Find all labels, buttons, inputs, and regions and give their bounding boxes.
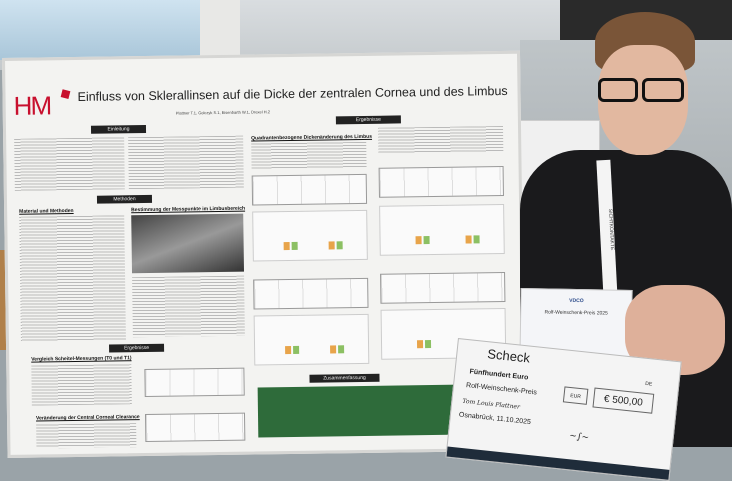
cheque-amount-words: Fünfhundert Euro <box>469 368 529 382</box>
cheque-title: Scheck <box>486 346 531 366</box>
text-block <box>251 141 367 170</box>
hm-logo: HM <box>13 90 51 121</box>
heading-clearance: Veränderung der Central Corneal Clearanc… <box>35 414 140 422</box>
results-table <box>144 367 245 398</box>
heading-methoden: Methoden <box>96 194 153 204</box>
summary-box <box>257 384 459 438</box>
cheque-currency: EUR <box>562 386 589 405</box>
glasses-icon <box>598 78 638 102</box>
text-block <box>19 215 126 342</box>
vdco-logo: VDCO <box>569 297 584 305</box>
boxplot <box>252 209 368 262</box>
heading-vergleich: Vergleich Scheitel-Messungen (T0 und T1) <box>31 355 132 363</box>
prize-cheque: Scheck DE Fünfhundert Euro Rolf-Weinsche… <box>445 338 682 481</box>
certificate-prize: Rolf-Weinschenk-Preis 2025 <box>544 309 608 317</box>
text-block <box>132 275 245 338</box>
cheque-country: DE <box>644 380 653 388</box>
cheque-footer-bar <box>446 446 670 480</box>
heading-zusammenfassung: Zusammenfassung <box>309 373 380 383</box>
hm-logo-square <box>60 89 71 99</box>
results-table <box>251 173 368 206</box>
cheque-purpose: Rolf-Weinschenk-Preis <box>465 382 538 397</box>
heading-ergebnisse: Ergebnisse <box>109 343 165 353</box>
cheque-signature: ~∫~ <box>568 431 590 444</box>
poster-authors: Plattner T.1, Golczyk S.1, Eisenbarth W.… <box>175 109 270 116</box>
oct-image <box>131 213 245 274</box>
heading-quadranten: Quadrantenbezogene Dickenänderung des Li… <box>251 133 373 142</box>
text-block <box>31 364 132 406</box>
heading-ergebnisse-top: Ergebnisse <box>335 115 401 125</box>
heading-messpunkte: Bestimmung der Messpunkte im Limbusberei… <box>131 205 246 214</box>
cheque-place-date: Osnabrück, 11.10.2025 <box>458 411 532 427</box>
glasses-icon <box>642 78 684 102</box>
text-block <box>14 137 125 191</box>
heading-einleitung: Einleitung <box>90 124 147 134</box>
results-table <box>380 271 506 304</box>
boxplot <box>253 313 370 366</box>
results-table <box>378 166 504 198</box>
results-table <box>144 412 246 443</box>
boxplot <box>379 204 505 256</box>
text-block <box>36 423 137 449</box>
cheque-recipient: Tom Louis Plattner <box>462 397 521 411</box>
window <box>0 0 200 60</box>
cheque-amount: € 500,00 <box>592 387 655 414</box>
results-table <box>253 277 369 310</box>
text-block <box>128 135 244 190</box>
poster-title: Einfluss von Sklerallinsen auf die Dicke… <box>77 83 508 104</box>
scientific-poster: HM Einfluss von Sklerallinsen auf die Di… <box>2 50 526 458</box>
text-block <box>378 126 504 154</box>
heading-material: Material und Methoden <box>19 208 74 215</box>
